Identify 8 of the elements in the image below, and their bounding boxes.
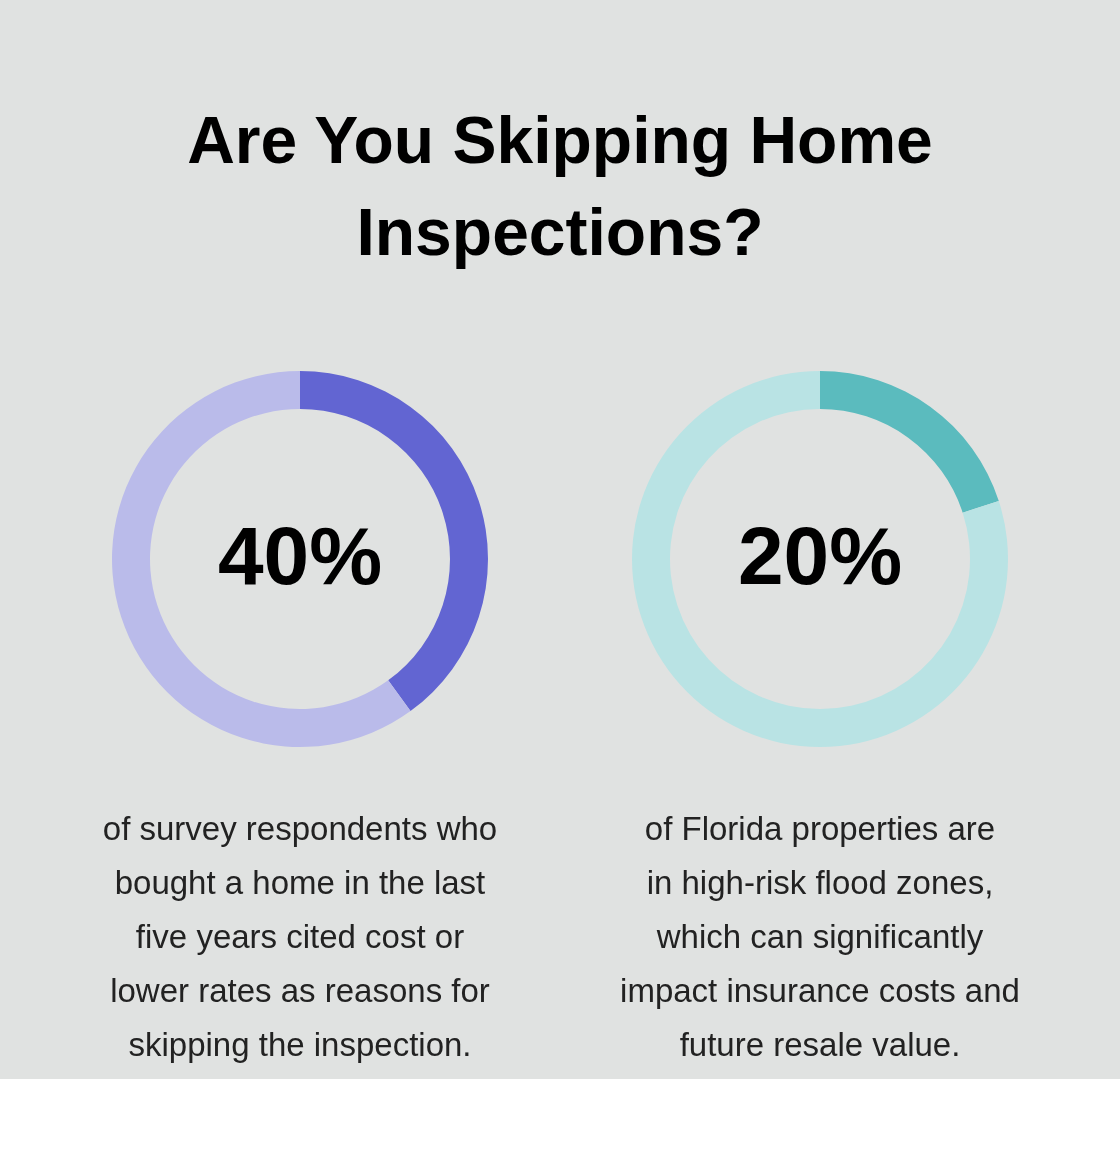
chart-title: Are You Skipping Home Inspections?: [187, 103, 933, 269]
donut-slice: [112, 371, 411, 747]
donut-slice: [632, 371, 1008, 747]
text: of Florida properties are in high-risk flood zones, which can significantly impact insurance costs and future resale value.: [620, 810, 1020, 1063]
text: of survey respondents who bought a home in the last five years cited cost or lower rates as reasons for skipping the inspection.: [102, 810, 498, 1063]
data-label: 40%: [217, 510, 383, 601]
donut-slice: [820, 371, 999, 513]
data-label: 20%: [737, 510, 903, 601]
